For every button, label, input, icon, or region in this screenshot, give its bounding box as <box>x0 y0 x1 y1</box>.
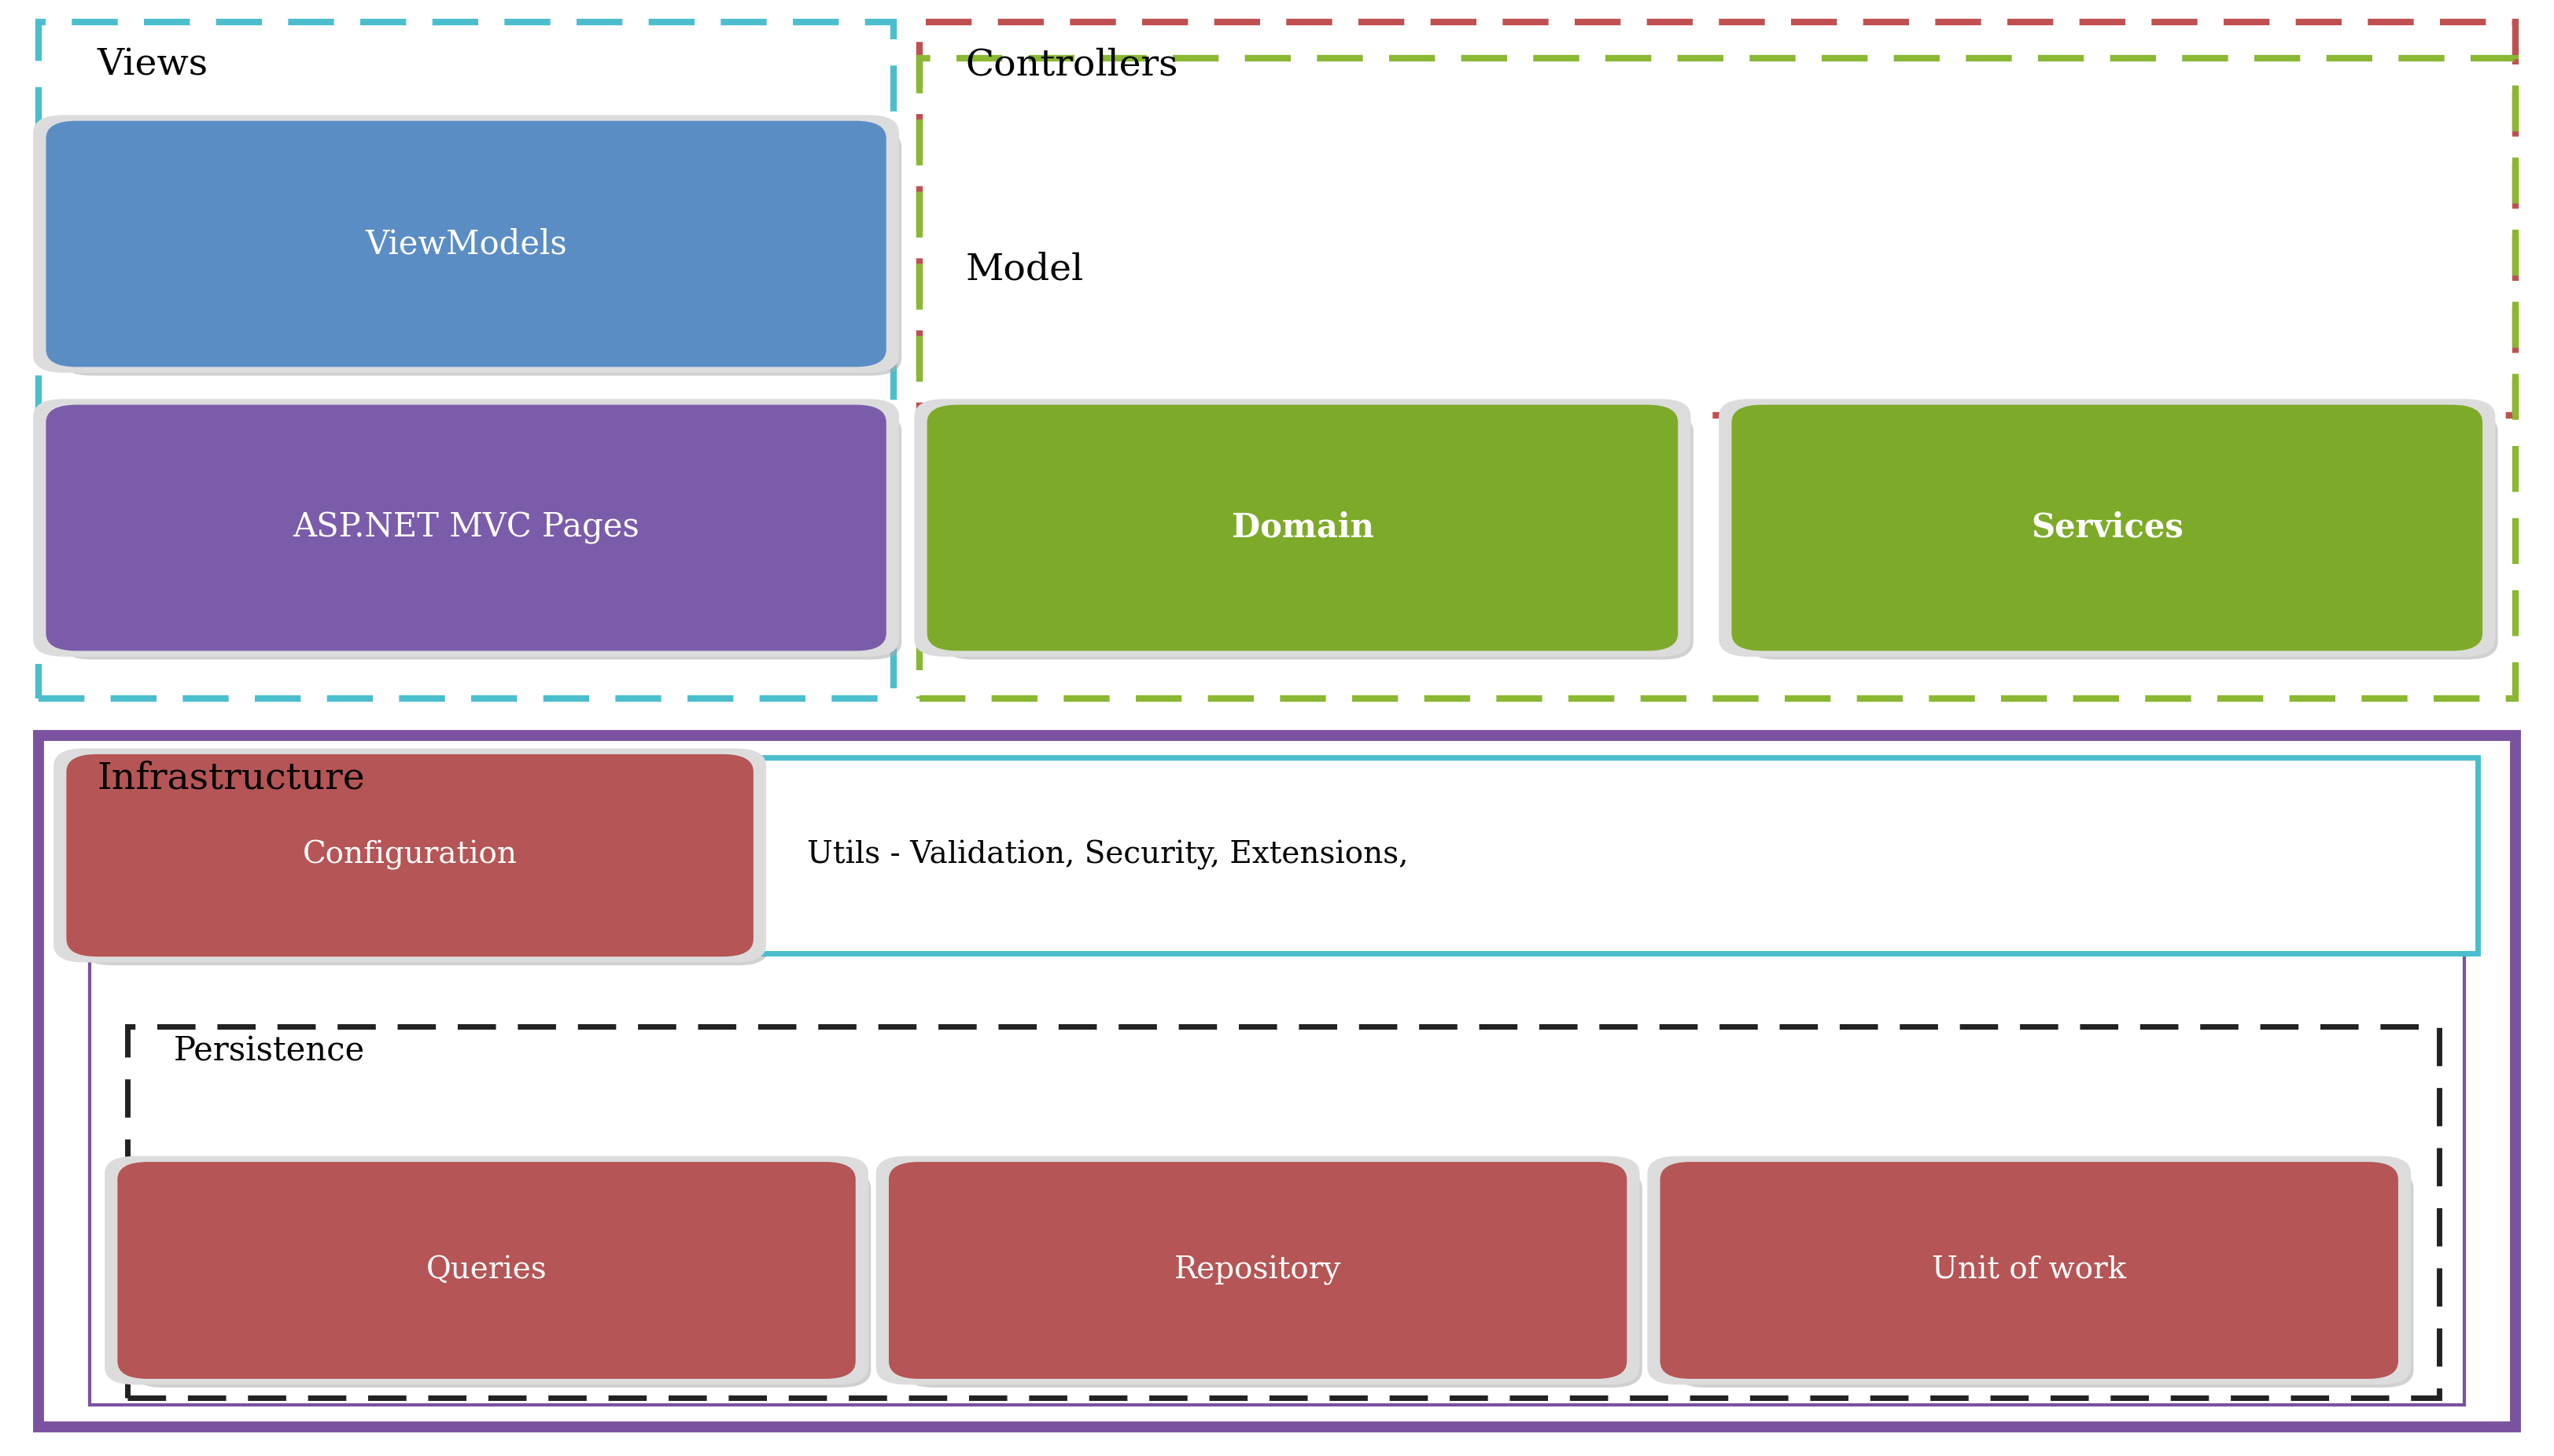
FancyBboxPatch shape <box>1732 405 2482 651</box>
Text: ASP.NET MVC Pages: ASP.NET MVC Pages <box>294 511 638 545</box>
Bar <box>919 58 2516 699</box>
FancyBboxPatch shape <box>54 748 766 962</box>
FancyBboxPatch shape <box>914 399 1691 657</box>
Text: Services: Services <box>2030 511 2184 545</box>
FancyBboxPatch shape <box>105 1156 868 1385</box>
FancyBboxPatch shape <box>1647 1156 2411 1385</box>
Bar <box>919 22 2516 415</box>
FancyBboxPatch shape <box>82 763 769 965</box>
Bar <box>38 735 2516 1427</box>
FancyBboxPatch shape <box>1660 1162 2398 1379</box>
FancyBboxPatch shape <box>61 414 902 660</box>
Text: Persistence: Persistence <box>174 1035 365 1067</box>
Bar <box>38 22 894 699</box>
Text: Queries: Queries <box>427 1257 547 1284</box>
Text: Domain: Domain <box>1231 511 1374 545</box>
Bar <box>89 764 2465 1405</box>
FancyBboxPatch shape <box>1747 414 2498 660</box>
FancyBboxPatch shape <box>1675 1171 2414 1388</box>
Text: Model: Model <box>965 252 1083 287</box>
Text: Infrastructure: Infrastructure <box>97 761 365 796</box>
FancyBboxPatch shape <box>61 130 902 376</box>
FancyBboxPatch shape <box>133 1171 871 1388</box>
FancyBboxPatch shape <box>46 405 886 651</box>
Bar <box>128 1026 2439 1398</box>
FancyBboxPatch shape <box>904 1171 1642 1388</box>
FancyBboxPatch shape <box>927 405 1678 651</box>
FancyBboxPatch shape <box>66 754 753 957</box>
Text: Unit of work: Unit of work <box>1931 1257 2127 1284</box>
Bar <box>761 757 2477 954</box>
Text: Utils - Validation, Security, Extensions,: Utils - Validation, Security, Extensions… <box>807 840 1407 871</box>
Text: Repository: Repository <box>1175 1255 1341 1286</box>
FancyBboxPatch shape <box>889 1162 1627 1379</box>
Text: Configuration: Configuration <box>301 840 518 871</box>
Text: Controllers: Controllers <box>965 48 1177 83</box>
FancyBboxPatch shape <box>33 399 899 657</box>
Text: Views: Views <box>97 48 207 83</box>
FancyBboxPatch shape <box>46 121 886 367</box>
FancyBboxPatch shape <box>117 1162 856 1379</box>
FancyBboxPatch shape <box>942 414 1693 660</box>
FancyBboxPatch shape <box>33 115 899 373</box>
Text: ViewModels: ViewModels <box>365 227 567 261</box>
FancyBboxPatch shape <box>1719 399 2495 657</box>
FancyBboxPatch shape <box>876 1156 1640 1385</box>
